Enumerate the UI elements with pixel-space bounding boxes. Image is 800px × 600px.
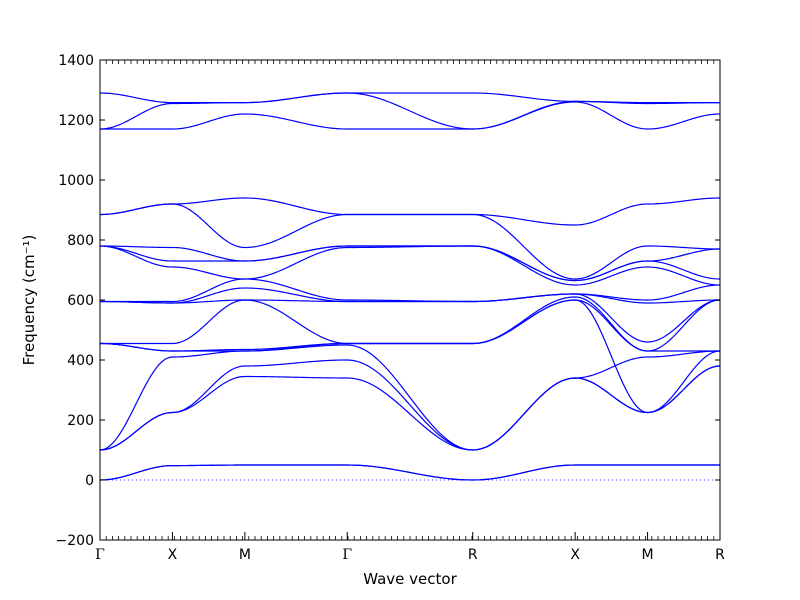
y-tick-label: 200 [67, 413, 94, 429]
phonon-band-10 [100, 287, 720, 304]
x-tick-label-kpoint: R [715, 547, 725, 563]
x-tick-label-kpoint: R [468, 547, 478, 563]
plot-area: −200 0 200 400 600 800 1000 1200 1400 Γ X M Γ R X M R [56, 53, 726, 563]
x-axis-label: Wave vector [363, 570, 457, 588]
x-tick-label-kpoint: Γ [342, 547, 352, 563]
y-tick-label: 1400 [58, 53, 94, 69]
phonon-band-14 [100, 245, 720, 282]
y-tick-label: −200 [56, 533, 94, 549]
phonon-band-19 [100, 92, 720, 104]
x-tick-label-kpoint: M [239, 547, 251, 563]
y-axis-label: Frequency (cm⁻¹) [20, 235, 38, 366]
y-tick-label: 800 [67, 233, 94, 249]
y-tick-label: 400 [67, 353, 94, 369]
y-tick-label: 1000 [58, 173, 94, 189]
phonon-band-5 [100, 344, 720, 451]
x-tick-label-kpoint: Γ [95, 547, 105, 563]
phonon-band-11 [100, 278, 720, 303]
y-tick-label: 600 [67, 293, 94, 309]
x-tick-label-kpoint: M [642, 547, 654, 563]
phonon-band-2 [100, 464, 720, 481]
x-tick-label-kpoint: X [168, 547, 178, 563]
phonon-band-17 [100, 101, 720, 130]
phonon-band-18 [100, 92, 720, 130]
phonon-band-4 [100, 359, 720, 451]
y-tick-label: 0 [85, 473, 94, 489]
phonon-band-16 [100, 197, 720, 226]
phonon-band-8 [100, 296, 720, 352]
x-tick-label-kpoint: X [570, 547, 580, 563]
bands-group [100, 92, 720, 481]
phonon-band-12 [100, 245, 720, 286]
y-tick-label: 1200 [58, 113, 94, 129]
